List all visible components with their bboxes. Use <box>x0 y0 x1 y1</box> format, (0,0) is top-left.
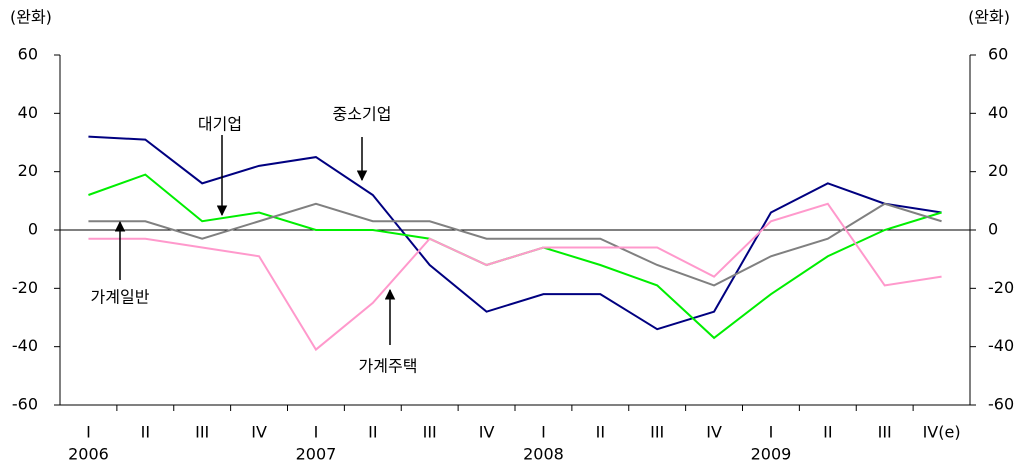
y2-tick-label: 20 <box>988 161 1008 180</box>
y-tick-label: -20 <box>12 278 38 297</box>
x-tick-label: III <box>423 423 437 442</box>
series-annotation: 가계일반 <box>91 288 150 307</box>
x-tick-label: I <box>86 423 91 442</box>
series-annotation: 대기업 <box>198 115 242 134</box>
y-tick-label: -40 <box>12 336 38 355</box>
x-tick-label: II <box>141 423 150 442</box>
y2-tick-label: 60 <box>988 45 1008 64</box>
x-tick-label: I <box>314 423 319 442</box>
x-tick-label: II <box>368 423 377 442</box>
y-unit-label: (완화) <box>10 8 52 27</box>
y-tick-label: 40 <box>18 103 38 122</box>
series-annotation: 가계주택 <box>359 357 418 376</box>
x-tick-label: IV <box>251 423 267 442</box>
x-tick-label: I <box>541 423 546 442</box>
year-label: 2007 <box>296 445 337 464</box>
x-tick-label: III <box>195 423 209 442</box>
series-line <box>88 202 942 287</box>
x-tick-label: III <box>878 423 892 442</box>
y2-tick-label: 40 <box>988 103 1008 122</box>
series-annotation: 중소기업 <box>333 105 392 124</box>
year-label: 2009 <box>751 445 792 464</box>
x-tick-label: II <box>823 423 832 442</box>
series-line <box>88 135 942 331</box>
y-tick-label: 20 <box>18 161 38 180</box>
x-tick-label: IV <box>479 423 495 442</box>
y-tick-label: 60 <box>18 45 38 64</box>
y2-tick-label: -40 <box>988 336 1014 355</box>
series-line <box>88 202 942 352</box>
year-label: 2008 <box>523 445 564 464</box>
y2-tick-label: 0 <box>988 220 998 239</box>
x-tick-label: II <box>596 423 605 442</box>
y2-tick-label: -20 <box>988 278 1014 297</box>
x-tick-label: IV(e) <box>923 423 961 442</box>
year-label: 2006 <box>68 445 109 464</box>
y2-unit-label: (완화) <box>968 8 1010 27</box>
x-tick-label: IV <box>706 423 722 442</box>
y2-tick-label: -60 <box>988 395 1014 414</box>
y-tick-label: 0 <box>28 220 38 239</box>
y-tick-label: -60 <box>12 395 38 414</box>
x-tick-label: I <box>769 423 774 442</box>
x-tick-label: III <box>650 423 664 442</box>
